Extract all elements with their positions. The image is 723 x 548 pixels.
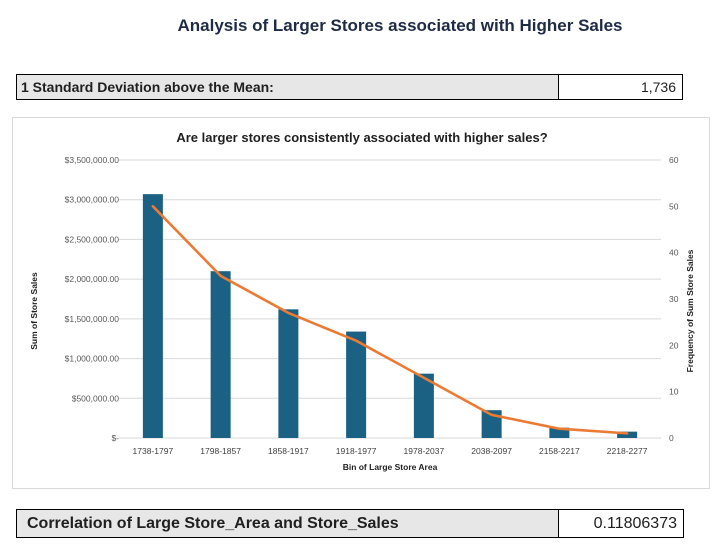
y2-tick-label: 0 <box>669 433 674 443</box>
x-tick-label: 2038-2097 <box>471 446 512 456</box>
bar <box>346 331 367 438</box>
axes: Are larger stores consistently associate… <box>29 130 695 472</box>
y2-tick-label: 10 <box>669 387 679 397</box>
x-tick-label: 2158-2217 <box>539 446 580 456</box>
bar <box>617 431 638 438</box>
chart-title: Are larger stores consistently associate… <box>176 130 547 145</box>
correlation-value[interactable]: 0.11806373 <box>559 510 683 537</box>
y-axis-title: Sum of Store Sales <box>29 272 39 350</box>
y2-tick-label: 50 <box>669 201 679 211</box>
bar <box>210 271 231 438</box>
frequency-line <box>151 205 629 435</box>
std-dev-row: 1 Standard Deviation above the Mean: 1,7… <box>16 74 683 100</box>
x-tick-label: 1858-1917 <box>268 446 309 456</box>
y-tick-label: $1,500,000.00 <box>65 314 120 324</box>
y2-tick-label: 20 <box>669 340 679 350</box>
std-dev-value[interactable]: 1,736 <box>559 75 682 99</box>
bar <box>413 373 434 438</box>
x-tick-label: 1978-2037 <box>404 446 445 456</box>
gridlines <box>119 159 661 439</box>
y-tick-label: $3,500,000.00 <box>65 155 120 165</box>
y2-axis-title: Frequency of Sum Store Sales <box>685 249 695 372</box>
x-tick-label: 2218-2277 <box>607 446 648 456</box>
y2-tick-label: 60 <box>669 155 679 165</box>
correlation-row: Correlation of Large Store_Area and Stor… <box>16 509 684 538</box>
y-tick-label: $- <box>111 433 119 443</box>
y2-tick-label: 30 <box>669 294 679 304</box>
bar <box>549 427 570 438</box>
x-axis-title: Bin of Large Store Area <box>343 462 438 472</box>
frequency-line-path <box>151 205 629 435</box>
y2-tick-label: 40 <box>669 248 679 258</box>
correlation-label: Correlation of Large Store_Area and Stor… <box>17 510 559 537</box>
std-dev-label: 1 Standard Deviation above the Mean: <box>17 75 559 99</box>
y-tick-label: $1,000,000.00 <box>65 354 120 364</box>
x-tick-label: 1918-1977 <box>336 446 377 456</box>
x-tick-label: 1738-1797 <box>133 446 174 456</box>
y-tick-label: $500,000.00 <box>72 393 120 403</box>
y-tick-label: $3,000,000.00 <box>65 195 120 205</box>
y-tick-label: $2,500,000.00 <box>65 234 120 244</box>
bar <box>278 309 299 438</box>
bar <box>142 194 163 438</box>
y-tick-label: $2,000,000.00 <box>65 274 120 284</box>
page-title: Analysis of Larger Stores associated wit… <box>177 16 623 35</box>
sales-chart: Are larger stores consistently associate… <box>29 130 695 472</box>
bars <box>142 194 638 438</box>
x-tick-label: 1798-1857 <box>200 446 241 456</box>
chart-frame[interactable]: Are larger stores consistently associate… <box>12 117 710 489</box>
